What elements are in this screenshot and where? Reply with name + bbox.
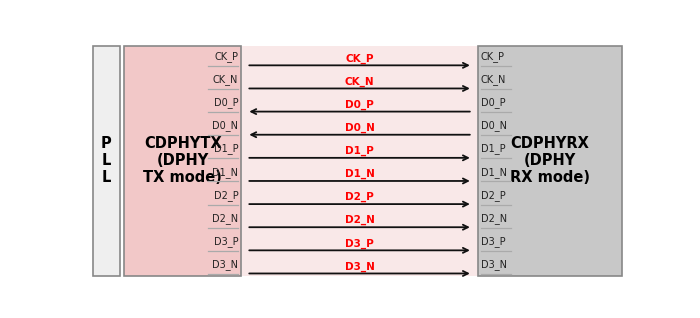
Text: D2_P: D2_P <box>345 192 374 202</box>
Text: D2_P: D2_P <box>214 190 238 201</box>
Text: P
L
L: P L L <box>101 136 112 185</box>
Text: CK_N: CK_N <box>345 76 375 87</box>
Text: D0_P: D0_P <box>481 97 505 108</box>
Text: D1_N: D1_N <box>344 169 374 179</box>
Text: D1_N: D1_N <box>481 167 507 178</box>
Text: D0_N: D0_N <box>481 121 507 131</box>
Text: CK_P: CK_P <box>214 51 238 62</box>
Text: D0_N: D0_N <box>212 121 238 131</box>
Text: D1_N: D1_N <box>212 167 238 178</box>
Bar <box>93 45 120 276</box>
Text: CDPHYRX
(DPHY
RX mode): CDPHYRX (DPHY RX mode) <box>510 136 590 185</box>
Text: CK_N: CK_N <box>481 74 506 85</box>
Text: CK_P: CK_P <box>345 53 374 64</box>
Bar <box>125 45 241 276</box>
Text: D1_P: D1_P <box>214 143 238 155</box>
Text: D3_P: D3_P <box>345 238 374 249</box>
Text: D0_N: D0_N <box>344 123 374 133</box>
Text: D2_N: D2_N <box>481 213 507 224</box>
Text: D2_N: D2_N <box>212 213 238 224</box>
Text: D2_N: D2_N <box>344 215 374 225</box>
Text: D1_P: D1_P <box>481 143 505 155</box>
Text: CK_N: CK_N <box>213 74 238 85</box>
Text: D3_P: D3_P <box>214 236 238 247</box>
Text: D3_P: D3_P <box>481 236 505 247</box>
Text: D3_N: D3_N <box>212 259 238 270</box>
Bar <box>241 45 478 276</box>
Text: D3_N: D3_N <box>344 261 374 272</box>
Text: CK_P: CK_P <box>481 51 505 62</box>
Text: D3_N: D3_N <box>481 259 507 270</box>
Text: CDPHYTX
(DPHY
TX mode): CDPHYTX (DPHY TX mode) <box>144 136 222 185</box>
Text: D0_P: D0_P <box>345 100 374 110</box>
Text: D0_P: D0_P <box>214 97 238 108</box>
Text: D2_P: D2_P <box>481 190 505 201</box>
Bar <box>478 45 622 276</box>
Text: D1_P: D1_P <box>345 146 374 156</box>
